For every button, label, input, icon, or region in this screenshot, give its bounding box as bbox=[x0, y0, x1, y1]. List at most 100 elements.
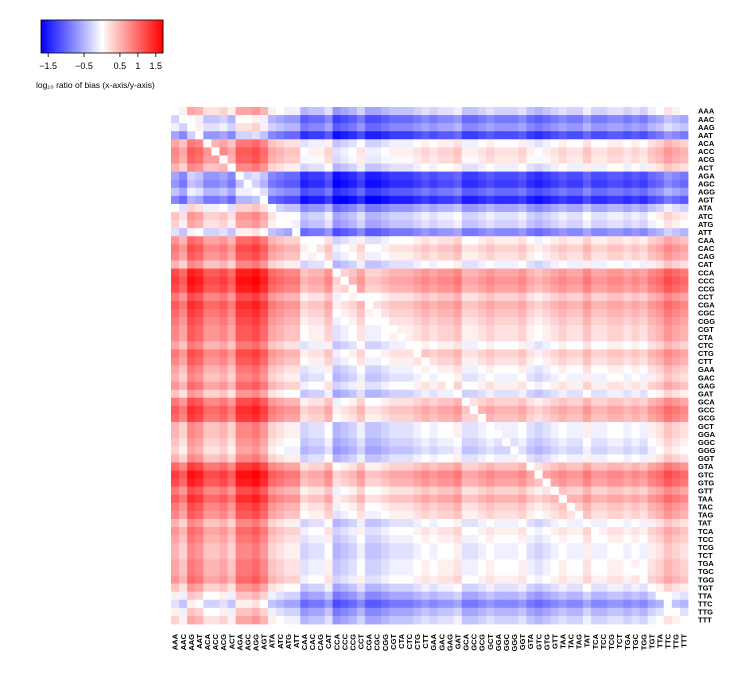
heatmap-cell bbox=[284, 115, 293, 124]
heatmap-cell bbox=[558, 276, 568, 286]
heatmap-cell bbox=[421, 373, 430, 383]
heatmap-cell bbox=[211, 220, 220, 229]
heatmap-cell bbox=[267, 486, 277, 496]
heatmap-cell bbox=[405, 430, 414, 439]
heatmap-cell bbox=[486, 357, 495, 366]
heatmap-cell bbox=[534, 284, 543, 294]
heatmap-cell bbox=[469, 543, 479, 552]
heatmap-cell bbox=[582, 317, 592, 326]
heatmap-cell bbox=[364, 123, 374, 132]
heatmap-cell bbox=[477, 244, 487, 253]
heatmap-cell bbox=[179, 607, 188, 617]
heatmap-cell bbox=[526, 236, 535, 245]
heatmap-cell bbox=[477, 349, 487, 358]
heatmap-cell bbox=[558, 486, 568, 496]
colorbar-frame bbox=[40, 19, 164, 54]
heatmap-cell bbox=[639, 405, 649, 415]
heatmap-cell bbox=[348, 381, 358, 391]
heatmap-cell bbox=[211, 163, 220, 173]
heatmap-cell bbox=[566, 308, 576, 318]
heatmap-cell bbox=[526, 341, 535, 350]
heatmap-cell bbox=[526, 228, 535, 237]
heatmap-cell bbox=[453, 155, 463, 164]
heatmap-cell bbox=[267, 518, 277, 528]
heatmap-cell bbox=[461, 413, 471, 423]
heatmap-cell bbox=[421, 155, 430, 164]
heatmap-cell bbox=[372, 333, 382, 342]
heatmap-cell bbox=[639, 607, 649, 617]
heatmap-cell bbox=[227, 413, 237, 423]
heatmap-cell bbox=[381, 212, 390, 221]
heatmap-cell bbox=[623, 389, 632, 399]
heatmap-cell bbox=[663, 583, 673, 593]
heatmap-cell bbox=[227, 470, 237, 479]
heatmap-cell bbox=[300, 123, 309, 132]
heatmap-cell bbox=[413, 486, 422, 496]
heatmap-cell bbox=[591, 615, 600, 625]
heatmap-cell bbox=[187, 462, 196, 471]
heatmap-cell bbox=[445, 462, 455, 471]
heatmap-cell bbox=[526, 454, 535, 463]
heatmap-cell bbox=[534, 244, 543, 253]
heatmap-cell bbox=[300, 478, 309, 488]
heatmap-cell bbox=[348, 236, 358, 245]
heatmap-cell bbox=[647, 470, 657, 479]
heatmap-cell bbox=[267, 139, 277, 148]
heatmap-cell bbox=[324, 131, 333, 140]
heatmap-cell bbox=[235, 220, 245, 229]
heatmap-cell bbox=[364, 543, 374, 552]
heatmap-cell bbox=[405, 607, 414, 617]
heatmap-cell bbox=[243, 462, 253, 471]
heatmap-cell bbox=[300, 365, 309, 374]
heatmap-cell bbox=[502, 179, 511, 189]
heatmap-cell bbox=[300, 107, 309, 116]
heatmap-cell bbox=[558, 583, 568, 593]
heatmap-cell bbox=[574, 430, 584, 439]
heatmap-cell bbox=[340, 244, 350, 253]
heatmap-cell bbox=[615, 405, 624, 415]
heatmap-cell bbox=[405, 510, 414, 520]
heatmap-cell bbox=[243, 527, 253, 536]
heatmap-cell bbox=[397, 317, 406, 326]
heatmap-cell bbox=[364, 470, 374, 479]
heatmap-cell bbox=[276, 430, 285, 439]
heatmap-cell bbox=[615, 446, 624, 455]
heatmap-cell bbox=[599, 244, 608, 253]
heatmap-cell bbox=[219, 276, 228, 286]
heatmap-cell bbox=[566, 171, 576, 181]
colorbar-swatch bbox=[118, 20, 120, 53]
heatmap-cell bbox=[397, 389, 406, 399]
heatmap-cell bbox=[502, 559, 511, 568]
heatmap-cell bbox=[558, 325, 568, 334]
heatmap-cell bbox=[308, 365, 317, 374]
heatmap-cell bbox=[526, 131, 535, 140]
colorbar-swatch bbox=[67, 20, 69, 53]
heatmap-cell bbox=[510, 599, 519, 609]
heatmap-cell bbox=[251, 535, 261, 544]
heatmap-cell bbox=[292, 365, 301, 374]
heatmap-cell bbox=[259, 494, 269, 504]
heatmap-cell bbox=[623, 470, 632, 479]
heatmap-cell bbox=[631, 131, 640, 140]
heatmap-cell bbox=[647, 212, 657, 221]
heatmap-cell bbox=[195, 413, 204, 423]
heatmap-cell bbox=[243, 203, 253, 213]
heatmap-cell bbox=[332, 284, 342, 294]
heatmap-cell bbox=[324, 518, 333, 528]
heatmap-cell bbox=[494, 454, 503, 463]
heatmap-cell bbox=[381, 567, 390, 576]
heatmap-cell bbox=[284, 543, 293, 552]
heatmap-cell bbox=[316, 300, 325, 310]
heatmap-cell bbox=[494, 171, 503, 181]
heatmap-cell bbox=[502, 317, 511, 326]
column-label: ATC bbox=[276, 633, 285, 648]
heatmap-cell bbox=[558, 373, 568, 383]
heatmap-cell bbox=[494, 195, 503, 205]
heatmap-cell bbox=[663, 494, 673, 504]
heatmap-cell bbox=[413, 317, 422, 326]
colorbar-swatch bbox=[160, 20, 163, 53]
heatmap-cell bbox=[211, 527, 220, 536]
heatmap-cell bbox=[477, 543, 487, 552]
heatmap-cell bbox=[389, 276, 398, 286]
heatmap-cell bbox=[324, 228, 333, 237]
